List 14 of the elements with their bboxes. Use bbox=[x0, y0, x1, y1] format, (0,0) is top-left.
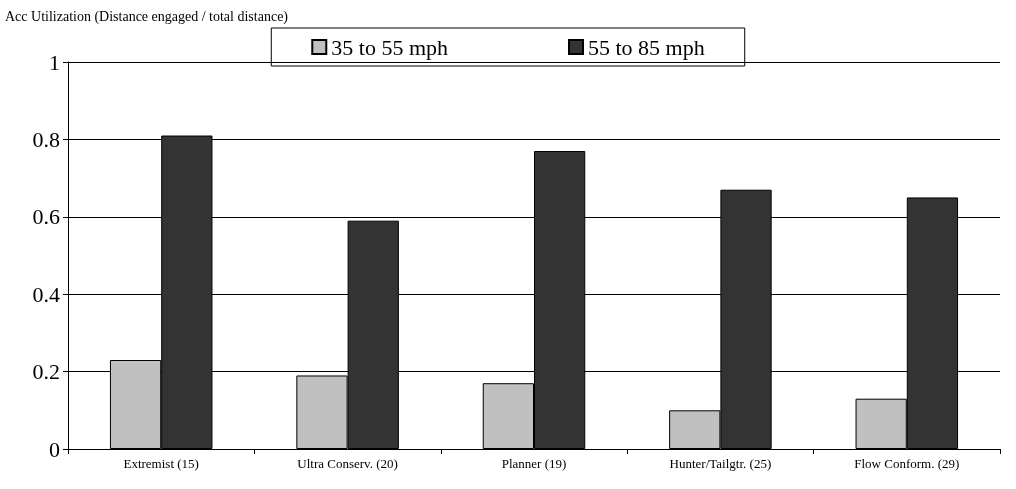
legend-label: 35 to 55 mph bbox=[331, 34, 449, 60]
x-tick-label: Hunter/Tailgtr. (25) bbox=[669, 456, 772, 471]
y-tick-label: 0.2 bbox=[32, 359, 60, 385]
y-tick-label: 0.6 bbox=[32, 204, 60, 230]
y-tick-label: 1 bbox=[49, 49, 60, 75]
chart-title: Acc Utilization (Distance engaged / total distance) bbox=[5, 8, 289, 25]
x-tick-label: Ultra Conserv. (20) bbox=[297, 456, 398, 471]
x-tick-label: Planner (19) bbox=[501, 456, 567, 471]
y-tick-label: 0.4 bbox=[32, 281, 60, 307]
legend-label: 55 to 85 mph bbox=[588, 34, 705, 60]
y-tick-label: 0 bbox=[49, 436, 60, 462]
y-tick-label: 0.8 bbox=[32, 126, 60, 152]
x-tick-label: Flow Conform. (29) bbox=[854, 456, 960, 471]
x-tick-label: Extremist (15) bbox=[123, 456, 199, 471]
